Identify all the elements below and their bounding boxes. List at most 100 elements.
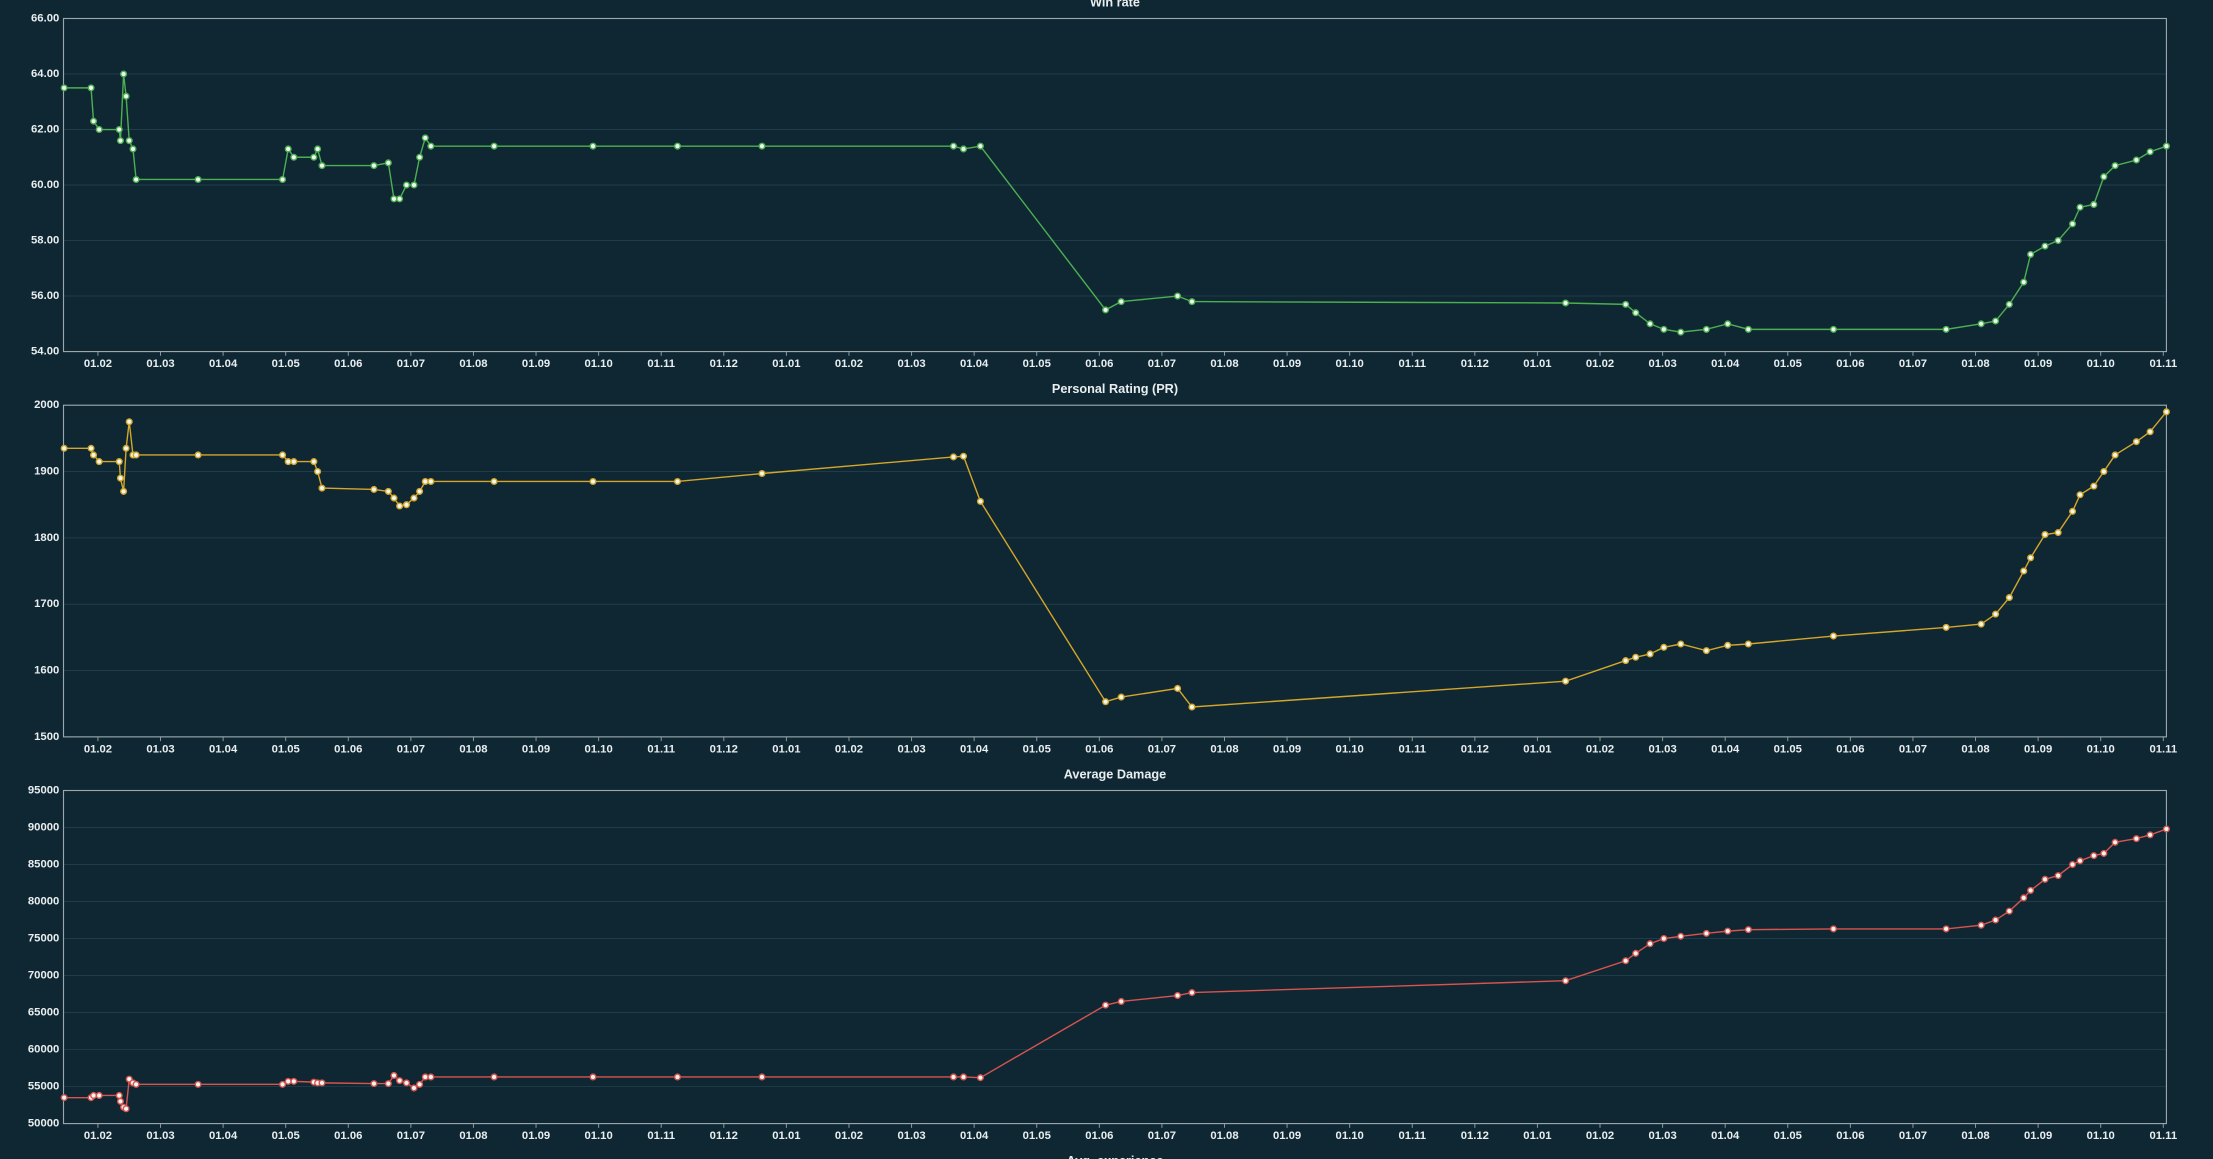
y-tick-label: 55000 <box>28 1081 59 1093</box>
data-point <box>949 142 958 150</box>
data-point <box>390 494 398 502</box>
data-point <box>758 469 766 478</box>
data-point <box>60 84 68 92</box>
x-tick-label: 01.04 <box>960 358 989 370</box>
data-point <box>2146 148 2154 156</box>
data-point <box>2090 200 2098 208</box>
y-tick-label: 85000 <box>28 858 59 870</box>
x-tick-label: 01.05 <box>272 1130 300 1142</box>
data-point <box>1724 927 1732 935</box>
y-tick-label: 2000 <box>34 399 59 411</box>
x-tick-label: 01.06 <box>1085 744 1113 756</box>
data-point <box>976 1074 984 1082</box>
data-point <box>410 181 418 189</box>
data-point <box>132 175 140 184</box>
x-tick-label: 01.11 <box>2149 358 2177 370</box>
y-tick-label: 54.00 <box>31 346 59 358</box>
x-tick-label: 01.04 <box>1711 744 1740 756</box>
data-point <box>2076 491 2084 499</box>
y-tick-label: 66.00 <box>31 12 59 24</box>
data-point <box>1977 921 1985 929</box>
x-tick-label: 01.01 <box>1523 358 1551 370</box>
x-tick-label: 01.05 <box>1774 358 1802 370</box>
data-point <box>1622 957 1630 965</box>
y-tick-label: 95000 <box>28 784 59 796</box>
data-point <box>427 142 435 150</box>
x-tick-label: 01.08 <box>1210 358 1238 370</box>
data-point <box>758 1073 766 1081</box>
x-tick-label: 01.08 <box>459 358 487 370</box>
x-tick-label: 01.09 <box>522 744 550 756</box>
x-tick-label: 01.06 <box>1085 358 1113 370</box>
x-tick-label: 01.03 <box>146 744 174 756</box>
x-tick-label: 01.07 <box>1899 1130 1927 1142</box>
data-point <box>125 418 133 426</box>
x-tick-label: 01.04 <box>209 358 238 370</box>
x-tick-label: 01.02 <box>1586 744 1614 756</box>
x-tick-label: 01.07 <box>1148 1130 1176 1142</box>
data-point <box>1188 989 1196 997</box>
data-point <box>290 458 298 466</box>
data-point <box>1744 640 1752 648</box>
data-point <box>390 1071 398 1079</box>
y-tick-label: 65000 <box>28 1007 59 1019</box>
data-point <box>1724 320 1732 328</box>
y-tick-label: 64.00 <box>31 68 59 80</box>
data-point <box>370 485 378 493</box>
data-point <box>1942 325 1950 333</box>
x-tick-label: 01.01 <box>772 358 800 370</box>
x-tick-label: 01.12 <box>710 1130 738 1142</box>
data-point <box>427 477 435 486</box>
y-tick-label: 62.00 <box>31 123 59 135</box>
data-point <box>318 484 326 492</box>
x-tick-label: 01.10 <box>585 358 613 370</box>
x-tick-label: 01.04 <box>1711 1130 1740 1142</box>
data-point <box>396 1077 404 1085</box>
data-point <box>410 494 418 502</box>
data-point <box>2020 894 2028 902</box>
x-tick-label: 01.11 <box>647 744 675 756</box>
x-tick-label: 01.05 <box>1023 1130 1051 1142</box>
data-line <box>64 73 2167 333</box>
x-tick-label: 01.08 <box>1961 358 1989 370</box>
x-tick-label: 01.08 <box>1210 1130 1238 1142</box>
x-tick-label: 01.09 <box>522 358 550 370</box>
y-tick-label: 70000 <box>28 970 59 982</box>
y-tick-label: 1600 <box>34 665 59 677</box>
data-point <box>2100 173 2108 181</box>
data-point <box>1829 325 1837 333</box>
data-point <box>194 451 202 459</box>
data-point <box>314 468 322 476</box>
data-point <box>115 458 123 466</box>
x-tick-label: 01.06 <box>334 358 362 370</box>
y-tick-label: 56.00 <box>31 290 59 302</box>
data-point <box>673 477 682 486</box>
data-point <box>60 1094 68 1102</box>
data-point <box>2090 482 2098 490</box>
x-tick-label: 01.11 <box>1398 1130 1426 1142</box>
x-tick-label: 01.04 <box>960 744 989 756</box>
data-point <box>87 444 95 452</box>
x-tick-label: 01.10 <box>2087 1130 2115 1142</box>
chart-title: Avg. experience <box>1067 1154 1164 1159</box>
data-point <box>2090 852 2098 860</box>
data-point <box>2132 438 2140 446</box>
x-tick-label: 01.10 <box>585 744 613 756</box>
data-point <box>2100 849 2108 857</box>
data-point <box>1174 292 1182 300</box>
data-point <box>115 125 123 134</box>
x-tick-label: 01.12 <box>710 744 738 756</box>
x-tick-label: 01.02 <box>1586 1130 1614 1142</box>
data-point <box>2041 875 2049 883</box>
data-point <box>976 497 984 505</box>
data-point <box>122 444 130 452</box>
data-point <box>115 1091 123 1099</box>
data-point <box>421 1073 429 1081</box>
x-tick-label: 01.03 <box>1648 744 1676 756</box>
data-point <box>95 458 103 466</box>
data-point <box>1174 684 1182 692</box>
data-point <box>1646 940 1654 948</box>
y-tick-label: 60.00 <box>31 179 59 191</box>
data-point <box>416 153 424 161</box>
